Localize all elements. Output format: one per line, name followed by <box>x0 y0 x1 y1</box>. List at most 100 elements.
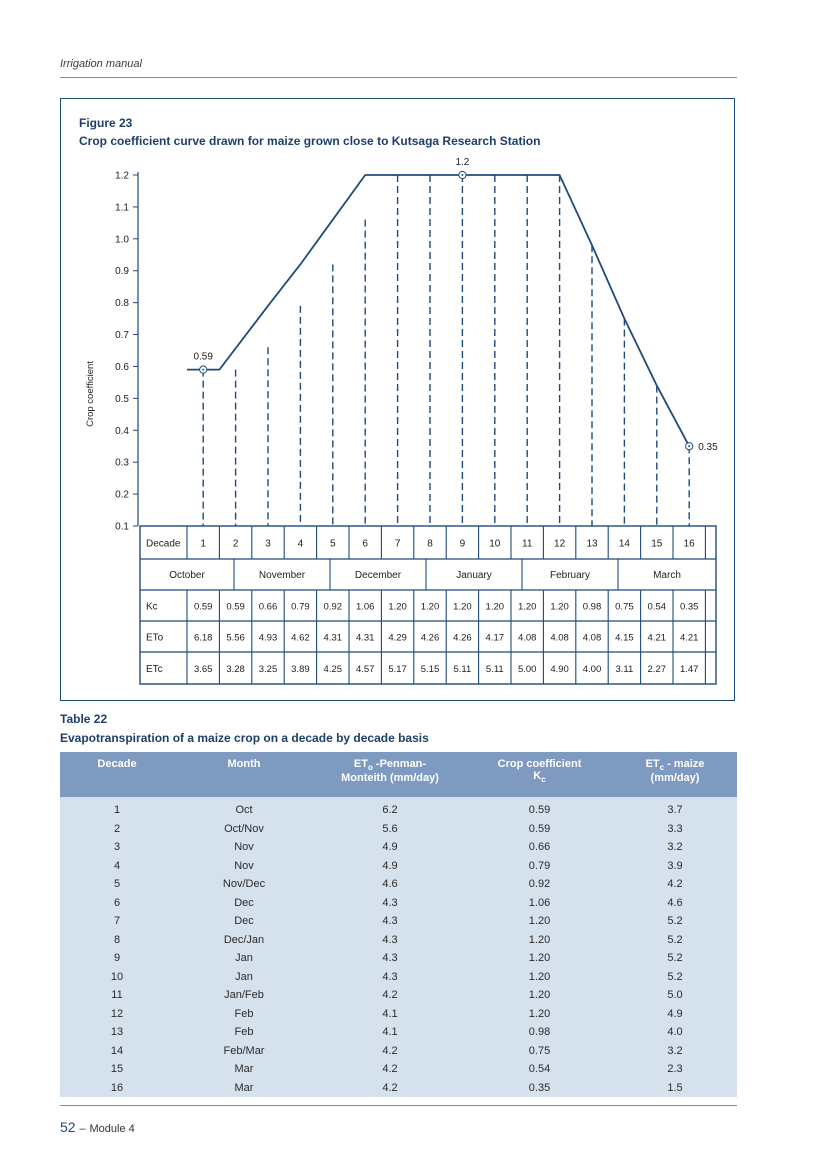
table-cell: 7 <box>113 915 121 928</box>
grid-cell: 5.56 <box>226 633 245 644</box>
grid-cell: 0.66 <box>259 602 278 613</box>
y-tick-label: 0.8 <box>115 298 129 309</box>
grid-cell: 4.26 <box>421 633 440 644</box>
grid-cell: 4.57 <box>356 664 375 675</box>
grid-cell: 16 <box>684 539 696 550</box>
grid-cell: 2 <box>233 539 239 550</box>
table-row: 9 Jan 4.3 1.20 5.2 <box>60 949 737 968</box>
grid-cell: 5.11 <box>454 664 472 675</box>
table-cell: 5 <box>113 878 121 891</box>
table-cell: 4.3 <box>382 952 398 965</box>
table-cell: 1.5 <box>667 1081 683 1094</box>
grid-cell: 4.15 <box>615 633 634 644</box>
grid-cell: 0.98 <box>583 602 602 613</box>
table-cell: Oct <box>235 804 253 817</box>
grid-month-label: October <box>169 570 205 581</box>
grid-cell: 0.92 <box>324 602 343 613</box>
col-header-kc: Crop coefficient Kc <box>466 752 613 797</box>
table-cell: 5.2 <box>667 933 683 946</box>
table-row: 10 Jan 4.3 1.20 5.2 <box>60 968 737 987</box>
table-cell: 4.9 <box>667 1007 683 1020</box>
col-header-etc: ETc - maize (mm/day) <box>613 752 737 797</box>
table-cell: Feb <box>234 1026 254 1039</box>
grid-cell: 0.75 <box>615 602 634 613</box>
table-row: 6 Dec 4.3 1.06 4.6 <box>60 894 737 913</box>
table-cell: 4.3 <box>382 896 398 909</box>
grid-cell: 5.00 <box>518 664 537 675</box>
point-marker-dot <box>688 445 691 448</box>
header-rule <box>60 77 737 78</box>
table-cell: 1.20 <box>528 933 551 946</box>
grid-cell: 12 <box>554 539 566 550</box>
grid-month-label: January <box>456 570 492 581</box>
grid-cell: 2.27 <box>648 664 667 675</box>
table-cell: 4.6 <box>667 896 683 909</box>
grid-cell: 1.06 <box>356 602 375 613</box>
grid-cell: 1.20 <box>486 602 505 613</box>
table-cell: Oct/Nov <box>224 822 264 835</box>
table-cell: 4.9 <box>382 859 398 872</box>
grid-row-label: Decade <box>146 539 181 550</box>
table-cell: 4.3 <box>382 915 398 928</box>
table-row: 14 Feb/Mar 4.2 0.75 3.2 <box>60 1042 737 1061</box>
table-row: 1 Oct 6.2 0.59 3.7 <box>60 797 737 820</box>
table-cell: 6 <box>113 896 121 909</box>
table-cell: 3.2 <box>667 841 683 854</box>
table-cell: 5.2 <box>667 952 683 965</box>
table-cell: 5.6 <box>382 822 398 835</box>
grid-cell: 4.08 <box>583 633 602 644</box>
grid-cell: 3 <box>265 539 271 550</box>
table-cell: 14 <box>110 1044 124 1057</box>
table-cell: 3.2 <box>667 1044 683 1057</box>
table-cell: 0.59 <box>528 804 551 817</box>
grid-cell: 0.59 <box>226 602 245 613</box>
table-cell: 6.2 <box>382 804 398 817</box>
grid-cell: 9 <box>460 539 466 550</box>
table-cell: Dec <box>234 896 254 909</box>
grid-cell: 10 <box>489 539 501 550</box>
table-cell: 10 <box>110 970 124 983</box>
grid-cell: 14 <box>619 539 631 550</box>
grid-cell: 3.28 <box>226 664 245 675</box>
grid-cell: 4.08 <box>550 633 569 644</box>
table-row: 8 Dec/Jan 4.3 1.20 5.2 <box>60 931 737 950</box>
grid-cell: 4.31 <box>324 633 343 644</box>
table-cell: 4.2 <box>382 1044 398 1057</box>
table-cell: 12 <box>110 1007 124 1020</box>
y-tick-label: 1.1 <box>115 202 129 213</box>
table-row: 12 Feb 4.1 1.20 4.9 <box>60 1005 737 1024</box>
grid-cell: 3.25 <box>259 664 278 675</box>
y-tick-label: 0.3 <box>115 458 129 469</box>
table-cell: Nov <box>234 859 254 872</box>
grid-cell: 13 <box>586 539 598 550</box>
table-cell: 1.20 <box>528 952 551 965</box>
grid-cell: 1.20 <box>518 602 537 613</box>
table-cell: Jan/Feb <box>224 989 264 1002</box>
grid-cell: 4.00 <box>583 664 602 675</box>
y-tick-label: 0.5 <box>115 394 129 405</box>
y-tick-label: 1.2 <box>115 171 129 182</box>
grid-month-label: November <box>259 570 306 581</box>
table-cell: Feb/Mar <box>223 1044 265 1057</box>
figure-frame <box>60 98 735 701</box>
grid-cell: 5.17 <box>388 664 407 675</box>
grid-cell: 3.89 <box>291 664 310 675</box>
table-cell: 3.9 <box>667 859 683 872</box>
grid-cell: 4.25 <box>324 664 343 675</box>
grid-frame <box>139 525 717 685</box>
table-cell: 1.06 <box>528 896 551 909</box>
table-cell: 4.2 <box>382 1081 398 1094</box>
table-cell: 5.2 <box>667 970 683 983</box>
table-cell: 0.66 <box>528 841 551 854</box>
table-row: 3 Nov 4.9 0.66 3.2 <box>60 838 737 857</box>
grid-cell: 4.31 <box>356 633 375 644</box>
grid-cell: 15 <box>651 539 663 550</box>
grid-cell: 6.18 <box>194 633 213 644</box>
point-annotation: 1.2 <box>455 157 469 168</box>
table-cell: Jan <box>235 952 253 965</box>
table-cell: 4.0 <box>667 1026 683 1039</box>
et-table-body: 1 Oct 6.2 0.59 3.7 2 Oct/Nov 5.6 0.59 3.3 3 Nov 4.9 0… <box>60 797 737 1097</box>
grid-cell: 1.20 <box>453 602 472 613</box>
grid-cell: 6 <box>362 539 368 550</box>
table-cell: Nov/Dec <box>222 878 266 891</box>
